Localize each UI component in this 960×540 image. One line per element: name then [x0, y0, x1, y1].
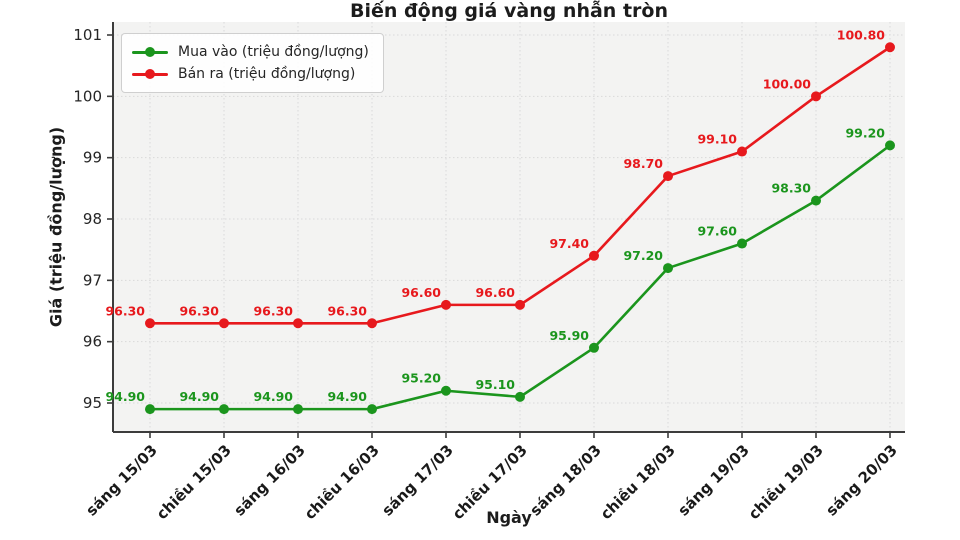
data-point-marker — [145, 318, 155, 329]
data-point-label: 95.90 — [549, 328, 589, 343]
data-point-label: 98.70 — [623, 156, 663, 171]
data-point-label: 99.10 — [697, 132, 737, 147]
data-point-marker — [293, 318, 303, 329]
data-point-marker — [589, 250, 599, 261]
data-point-label: 96.30 — [105, 303, 145, 318]
y-tick-label: 95 — [83, 394, 102, 412]
legend-item-ban-ra: Bán ra (triệu đồng/lượng) — [132, 63, 369, 85]
legend-dot-green-icon — [145, 47, 155, 57]
data-point-label: 97.40 — [549, 236, 589, 251]
legend-line-marker-green-icon — [132, 47, 168, 57]
data-point-label: 96.30 — [253, 303, 293, 318]
data-point-marker — [737, 146, 747, 157]
data-point-marker — [663, 263, 673, 274]
data-point-label: 94.90 — [253, 389, 293, 404]
data-point-marker — [885, 140, 895, 151]
data-point-label: 96.60 — [401, 285, 441, 300]
x-axis-label: Ngày — [486, 508, 532, 527]
data-point-marker — [811, 91, 821, 102]
data-point-label: 100.80 — [837, 27, 886, 42]
y-tick-label: 98 — [83, 210, 102, 228]
data-point-label: 97.60 — [697, 224, 737, 239]
legend: Mua vào (triệu đồng/lượng) Bán ra (triệu… — [121, 33, 384, 93]
data-point-label: 99.20 — [845, 125, 885, 140]
data-point-marker — [441, 299, 451, 310]
y-tick-label: 100 — [73, 87, 102, 105]
y-axis-label: Giá (triệu đồng/lượng) — [46, 126, 66, 328]
data-point-label: 97.20 — [623, 248, 663, 263]
data-point-label: 96.30 — [179, 303, 219, 318]
legend-item-mua-vao: Mua vào (triệu đồng/lượng) — [132, 41, 369, 63]
data-point-marker — [293, 404, 303, 415]
data-point-label: 95.20 — [401, 371, 441, 386]
data-point-marker — [145, 404, 155, 415]
data-point-marker — [441, 385, 451, 396]
y-tick-label: 96 — [83, 333, 102, 351]
legend-label-mua-vao: Mua vào (triệu đồng/lượng) — [178, 44, 369, 60]
legend-line-marker-red-icon — [132, 69, 168, 79]
data-point-marker — [515, 299, 525, 310]
y-tick-label: 99 — [83, 149, 102, 167]
data-point-marker — [589, 342, 599, 353]
y-tick-label: 101 — [73, 26, 102, 44]
legend-dot-red-icon — [145, 69, 155, 79]
chart-title: Biến động giá vàng nhẫn tròn — [350, 0, 668, 22]
data-point-marker — [367, 404, 377, 415]
data-point-marker — [219, 404, 229, 415]
legend-label-ban-ra: Bán ra (triệu đồng/lượng) — [178, 66, 356, 82]
data-point-marker — [515, 391, 525, 402]
data-point-label: 95.10 — [475, 377, 515, 392]
data-point-marker — [219, 318, 229, 329]
data-point-label: 96.60 — [475, 285, 515, 300]
data-point-marker — [885, 42, 895, 53]
data-point-label: 96.30 — [327, 303, 367, 318]
data-point-marker — [663, 171, 673, 182]
data-point-marker — [811, 195, 821, 206]
data-point-label: 100.00 — [763, 76, 812, 91]
y-tick-label: 97 — [83, 271, 102, 289]
data-point-marker — [737, 238, 747, 249]
data-point-label: 94.90 — [105, 389, 145, 404]
data-point-marker — [367, 318, 377, 329]
data-point-label: 94.90 — [179, 389, 219, 404]
data-point-label: 94.90 — [327, 389, 367, 404]
data-point-label: 98.30 — [771, 181, 811, 196]
